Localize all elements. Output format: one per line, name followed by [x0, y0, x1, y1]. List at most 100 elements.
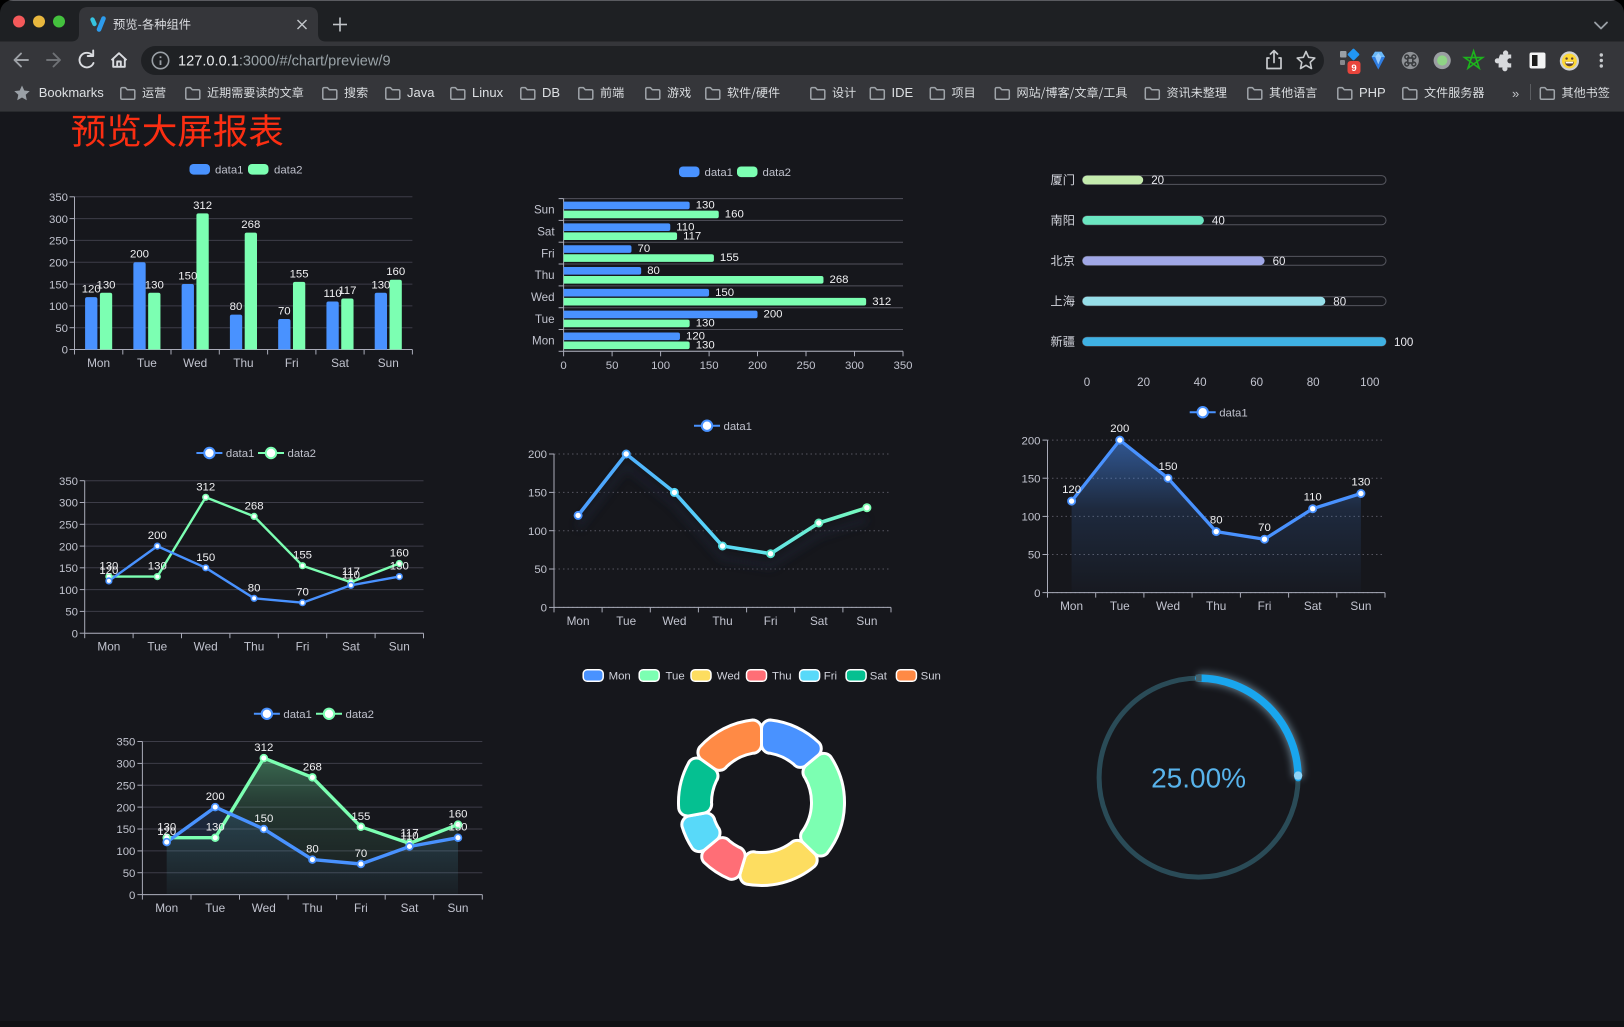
- svg-text:Linux: Linux: [472, 85, 504, 100]
- svg-text:25.00%: 25.00%: [1151, 762, 1246, 793]
- svg-text:Wed: Wed: [1156, 599, 1180, 613]
- svg-text:Wed: Wed: [252, 901, 276, 915]
- svg-text:Tue: Tue: [535, 313, 555, 326]
- svg-text:Tue: Tue: [205, 901, 225, 915]
- svg-text:350: 350: [116, 737, 135, 749]
- svg-text:100: 100: [1021, 512, 1040, 524]
- svg-text:Fri: Fri: [285, 356, 299, 370]
- svg-text:200: 200: [748, 360, 767, 372]
- svg-text:200: 200: [130, 249, 149, 261]
- svg-text:120: 120: [82, 284, 101, 296]
- svg-text:160: 160: [725, 209, 744, 221]
- svg-text:130: 130: [206, 822, 225, 834]
- svg-text:155: 155: [290, 268, 309, 280]
- svg-text:Wed: Wed: [531, 291, 555, 304]
- svg-text:200: 200: [528, 449, 547, 461]
- svg-text:312: 312: [193, 200, 212, 212]
- svg-text:117: 117: [683, 230, 701, 242]
- svg-text:110: 110: [400, 831, 418, 843]
- svg-text:300: 300: [116, 759, 135, 771]
- svg-text:Thu: Thu: [712, 614, 732, 628]
- svg-text:250: 250: [59, 520, 78, 532]
- svg-text:155: 155: [351, 811, 370, 823]
- svg-text:130: 130: [696, 318, 715, 330]
- svg-text:80: 80: [1307, 376, 1320, 389]
- svg-text:130: 130: [145, 279, 164, 291]
- svg-text:Sun: Sun: [534, 204, 555, 217]
- svg-text:130: 130: [148, 561, 167, 573]
- svg-text:70: 70: [638, 243, 651, 255]
- svg-text:100: 100: [1394, 336, 1413, 349]
- svg-text:312: 312: [196, 481, 215, 493]
- svg-text:150: 150: [59, 563, 78, 575]
- svg-text:130: 130: [696, 340, 715, 352]
- svg-text:IDE: IDE: [892, 85, 914, 100]
- svg-text:130: 130: [99, 561, 118, 573]
- svg-text:117: 117: [342, 566, 360, 578]
- svg-text:130: 130: [157, 822, 176, 834]
- svg-text:100: 100: [49, 301, 68, 313]
- svg-text:Wed: Wed: [662, 614, 686, 628]
- svg-text:Sun: Sun: [856, 614, 877, 628]
- svg-text:Mon: Mon: [532, 335, 555, 348]
- svg-text:20: 20: [1137, 376, 1150, 389]
- svg-text:»: »: [1512, 86, 1519, 101]
- svg-text:data1: data1: [283, 709, 312, 721]
- svg-text:9: 9: [1351, 63, 1356, 74]
- svg-text:50: 50: [606, 360, 619, 372]
- svg-text:Thu: Thu: [233, 356, 253, 370]
- svg-text:100: 100: [651, 360, 670, 372]
- svg-text:130: 130: [448, 822, 467, 834]
- svg-text:70: 70: [296, 587, 309, 599]
- svg-text:data1: data1: [226, 448, 255, 460]
- svg-text:Tue: Tue: [616, 614, 636, 628]
- svg-text:Mon: Mon: [1060, 599, 1083, 613]
- svg-text:0: 0: [560, 360, 566, 372]
- svg-text:PHP: PHP: [1359, 85, 1386, 100]
- svg-text:Sat: Sat: [342, 640, 360, 654]
- svg-text:80: 80: [230, 301, 243, 313]
- svg-text:70: 70: [1258, 522, 1271, 534]
- svg-text:100: 100: [1360, 376, 1379, 389]
- svg-text:117: 117: [338, 285, 356, 297]
- svg-text:200: 200: [148, 530, 167, 542]
- svg-text:268: 268: [830, 274, 849, 286]
- svg-text:Thu: Thu: [244, 640, 264, 654]
- svg-text:160: 160: [386, 266, 405, 278]
- svg-text:Sat: Sat: [1304, 599, 1322, 613]
- svg-text:155: 155: [293, 550, 312, 562]
- svg-text:120: 120: [157, 826, 176, 838]
- svg-text:0: 0: [1034, 588, 1040, 600]
- svg-text:300: 300: [49, 214, 68, 226]
- svg-text:150: 150: [49, 279, 68, 291]
- svg-text:Tue: Tue: [137, 356, 157, 370]
- svg-text:Sun: Sun: [1350, 599, 1371, 613]
- svg-text:150: 150: [1158, 461, 1177, 473]
- svg-text:150: 150: [196, 552, 215, 564]
- svg-text:40: 40: [1194, 376, 1207, 389]
- svg-text:150: 150: [1021, 473, 1040, 485]
- svg-text:Mon: Mon: [87, 356, 110, 370]
- svg-text:300: 300: [59, 498, 78, 510]
- svg-text:120: 120: [99, 565, 118, 577]
- svg-text:0: 0: [541, 603, 547, 615]
- svg-text:130: 130: [1351, 477, 1370, 489]
- svg-text:50: 50: [1028, 550, 1041, 562]
- svg-text:160: 160: [448, 809, 467, 821]
- svg-text:Sat: Sat: [401, 901, 419, 915]
- svg-text:110: 110: [342, 569, 360, 581]
- svg-text:0: 0: [62, 345, 68, 357]
- svg-text:130: 130: [390, 561, 409, 573]
- svg-text:200: 200: [764, 309, 783, 321]
- svg-text:Sun: Sun: [378, 356, 399, 370]
- svg-text:Mon: Mon: [155, 901, 178, 915]
- svg-text:110: 110: [1304, 492, 1322, 504]
- svg-text:Tue: Tue: [666, 671, 685, 683]
- svg-text:80: 80: [248, 582, 261, 594]
- svg-text:200: 200: [206, 791, 225, 803]
- svg-text:Tue: Tue: [147, 640, 167, 654]
- svg-text:Sat: Sat: [870, 671, 888, 683]
- svg-text:Sat: Sat: [810, 614, 828, 628]
- svg-text:120: 120: [686, 331, 705, 343]
- svg-text:155: 155: [720, 252, 739, 264]
